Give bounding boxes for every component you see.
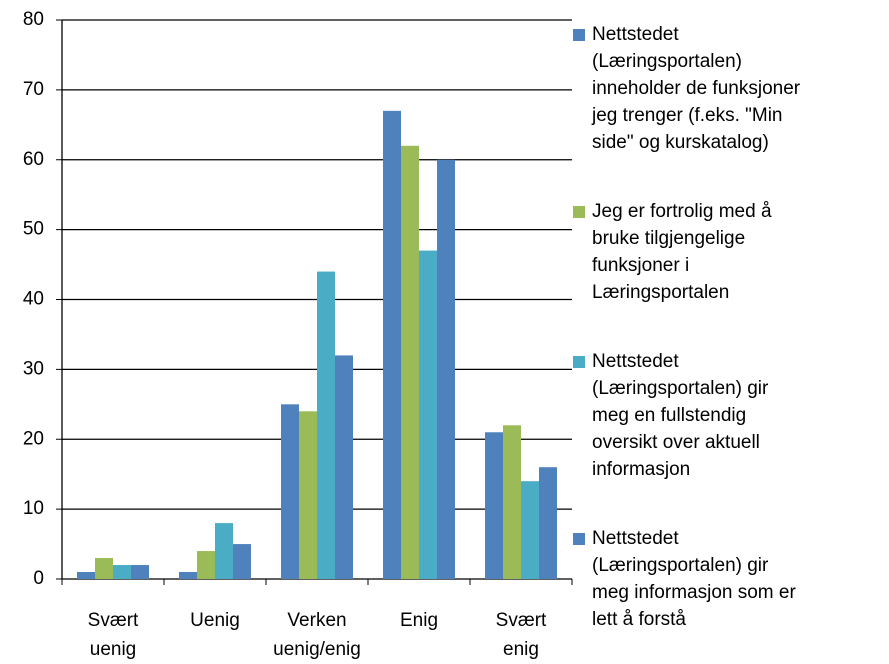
x-tick-label: Verken uenig/enig — [273, 610, 361, 660]
bar — [383, 110, 401, 580]
bar — [521, 481, 539, 579]
y-tick-label: 50 — [23, 219, 44, 240]
legend-label: Nettstedet (Læringsportalen) inneholder de… — [591, 24, 801, 153]
legend-swatch — [573, 206, 585, 218]
y-tick-label: 0 — [33, 568, 44, 589]
bar — [131, 565, 149, 579]
x-tick-label: Enig — [400, 610, 438, 631]
x-tick-label: Svært enig — [496, 610, 547, 660]
bar — [335, 355, 353, 579]
bar — [233, 544, 251, 579]
bar — [539, 467, 557, 579]
bar — [485, 432, 503, 579]
bar — [503, 425, 521, 579]
bar — [317, 271, 335, 579]
x-tick-label: Svært uenig — [88, 610, 139, 660]
y-tick-label: 60 — [23, 149, 44, 170]
legend-label: Nettstedet (Læringsportalen) gir meg en fu… — [592, 351, 769, 480]
bar — [419, 250, 437, 579]
y-tick-label: 10 — [23, 498, 44, 519]
y-tick-label: 80 — [23, 9, 44, 30]
bar — [95, 558, 113, 579]
bar — [113, 565, 131, 579]
legend-swatch — [573, 533, 585, 545]
bar — [299, 411, 317, 579]
legend-swatch — [573, 29, 585, 41]
y-tick-label: 20 — [23, 428, 44, 449]
y-tick-label: 40 — [23, 289, 44, 310]
legend-label: Jeg er fortrolig med å bruke tilgjengelig… — [592, 201, 772, 303]
bar — [77, 572, 95, 579]
legend-swatch — [573, 356, 585, 368]
bar — [179, 572, 197, 579]
y-tick-label: 70 — [23, 79, 44, 100]
bar — [197, 551, 215, 579]
bar — [215, 523, 233, 579]
bar — [437, 159, 455, 579]
bar — [281, 404, 299, 579]
legend-label: Nettstedet (Læringsportalen) gir meg infor… — [592, 528, 796, 630]
y-tick-label: 30 — [23, 358, 44, 379]
x-tick-label: Uenig — [190, 610, 240, 631]
bar — [401, 145, 419, 579]
